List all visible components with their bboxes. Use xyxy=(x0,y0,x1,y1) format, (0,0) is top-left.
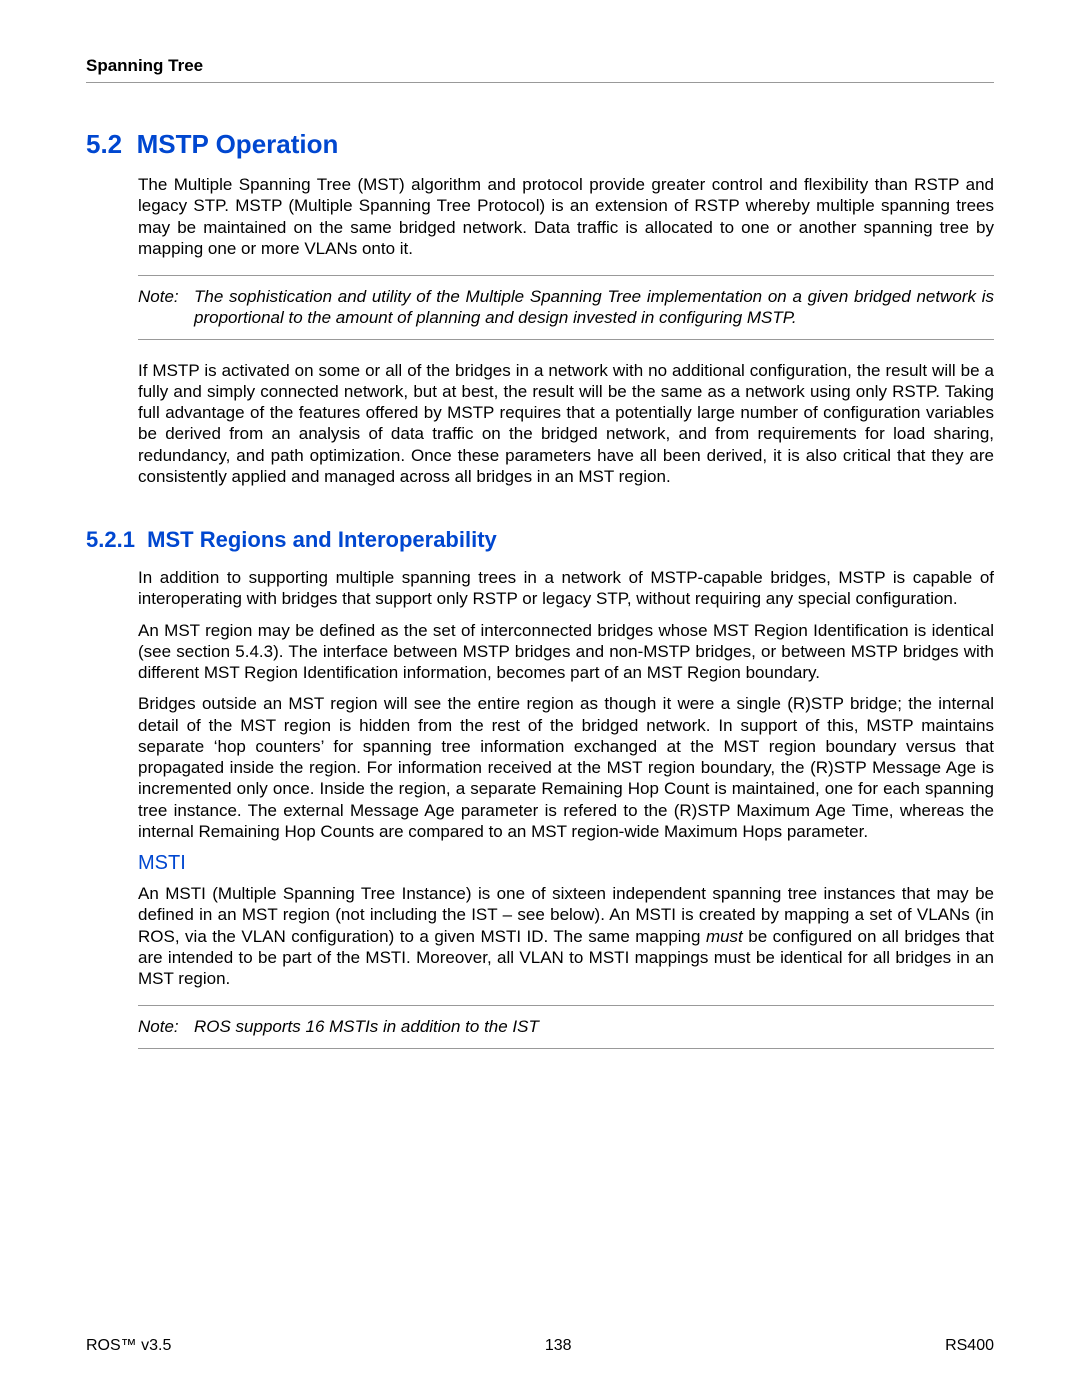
section-number: 5.2 xyxy=(86,129,122,159)
note-label: Note: xyxy=(138,1016,194,1037)
msti-body: An MSTI (Multiple Spanning Tree Instance… xyxy=(138,883,994,1049)
note-text: ROS supports 16 MSTIs in addition to the… xyxy=(194,1016,994,1037)
footer-page-number: 138 xyxy=(545,1337,572,1355)
section-title: MSTP Operation xyxy=(137,129,339,159)
note-box: Note: ROS supports 16 MSTIs in addition … xyxy=(138,1005,994,1048)
subheading-msti: MSTI xyxy=(138,852,994,875)
footer-left: ROS™ v3.5 xyxy=(86,1337,171,1355)
section-5-2-1-body: In addition to supporting multiple spann… xyxy=(138,567,994,842)
paragraph: In addition to supporting multiple spann… xyxy=(138,567,994,610)
page-header: Spanning Tree xyxy=(86,56,994,83)
chapter-title: Spanning Tree xyxy=(86,56,203,75)
paragraph: An MST region may be defined as the set … xyxy=(138,620,994,684)
paragraph: If MSTP is activated on some or all of t… xyxy=(138,360,994,488)
note-text: The sophistication and utility of the Mu… xyxy=(194,286,994,329)
section-5-2-body: The Multiple Spanning Tree (MST) algorit… xyxy=(138,174,994,487)
paragraph: Bridges outside an MST region will see t… xyxy=(138,693,994,842)
section-title: MST Regions and Interoperability xyxy=(147,527,497,552)
page-footer: ROS™ v3.5 138 RS400 xyxy=(86,1337,994,1355)
page: Spanning Tree 5.2 MSTP Operation The Mul… xyxy=(0,0,1080,1397)
section-heading-5-2-1: 5.2.1 MST Regions and Interoperability xyxy=(86,527,994,553)
note-box: Note: The sophistication and utility of … xyxy=(138,275,994,340)
section-number: 5.2.1 xyxy=(86,527,135,552)
paragraph: The Multiple Spanning Tree (MST) algorit… xyxy=(138,174,994,259)
emphasis: must xyxy=(706,927,743,946)
section-heading-5-2: 5.2 MSTP Operation xyxy=(86,129,994,160)
paragraph: An MSTI (Multiple Spanning Tree Instance… xyxy=(138,883,994,989)
footer-right: RS400 xyxy=(945,1337,994,1355)
note-label: Note: xyxy=(138,286,194,329)
